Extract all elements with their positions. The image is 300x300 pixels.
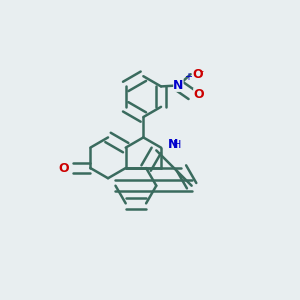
Text: O: O [59,161,69,175]
Text: N: N [168,138,178,151]
Text: H: H [173,140,182,150]
Text: -: - [199,66,203,76]
Text: +: + [184,72,192,82]
Text: O: O [192,68,203,81]
Text: N: N [173,79,184,92]
Text: O: O [193,88,204,101]
